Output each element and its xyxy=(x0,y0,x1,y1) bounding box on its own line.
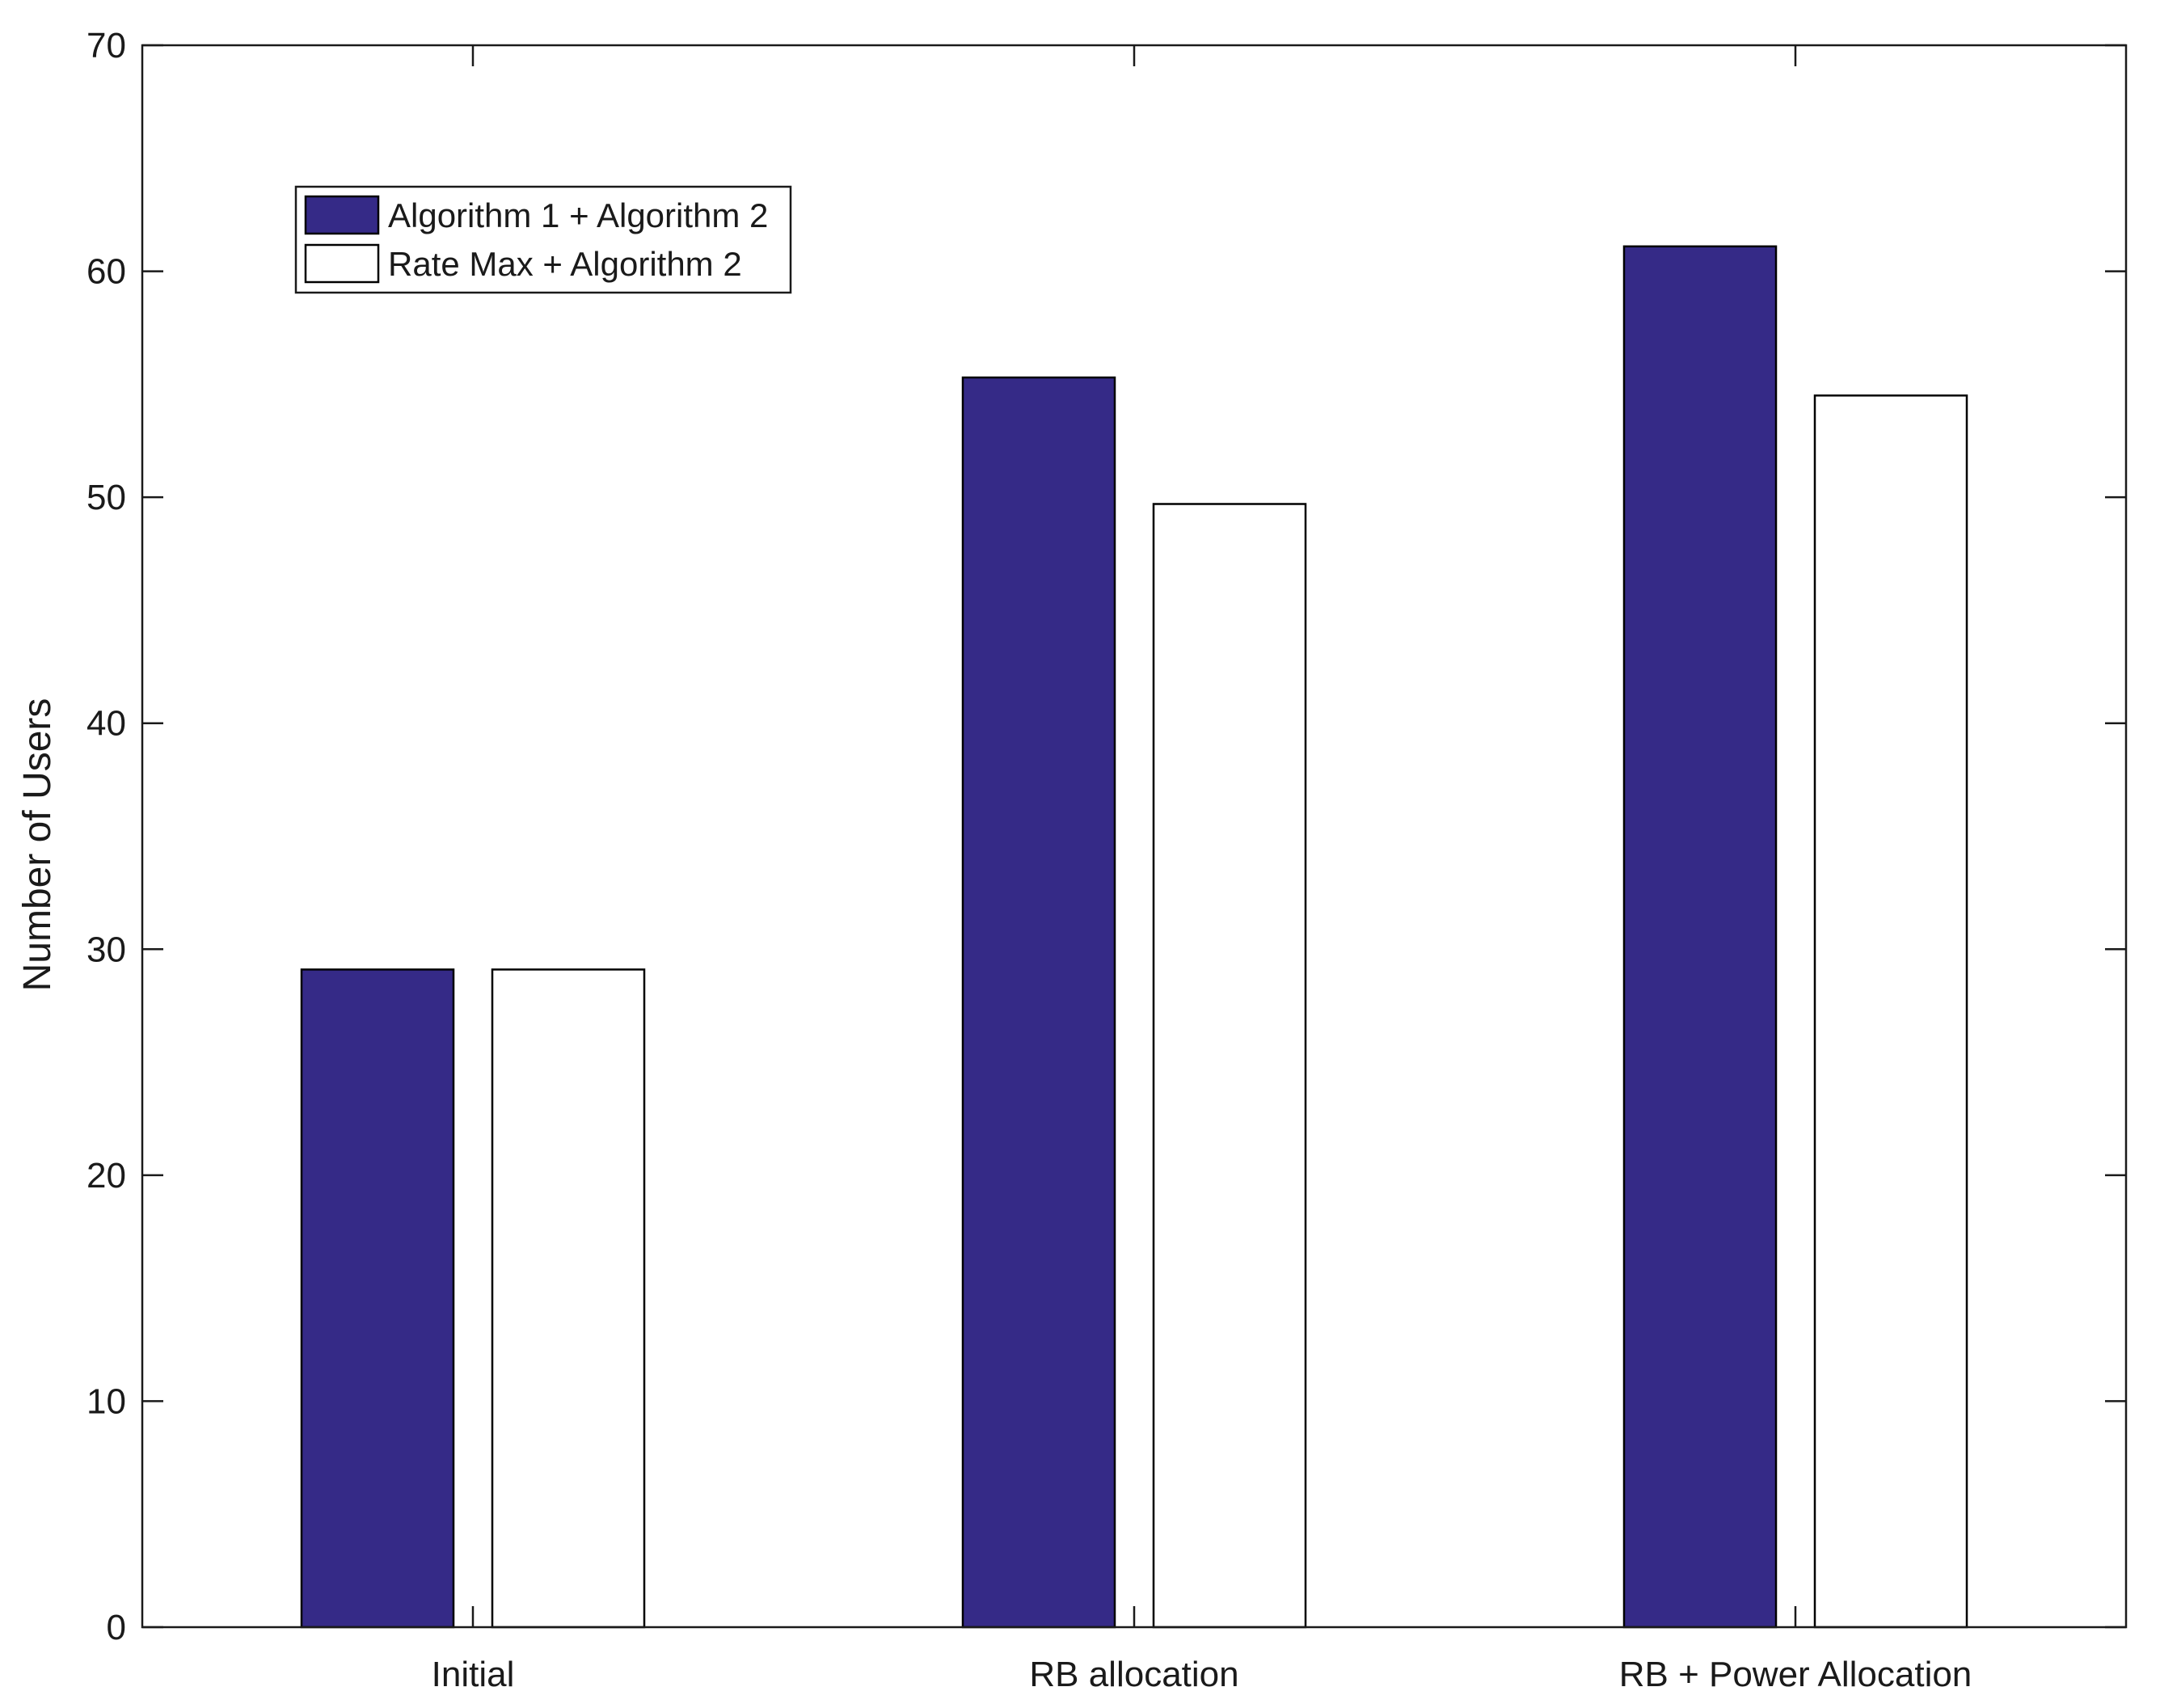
y-tick-label: 20 xyxy=(86,1156,126,1196)
legend-swatch-1 xyxy=(304,195,380,235)
y-tick-label: 50 xyxy=(86,478,126,517)
legend-label-1: Algorithm 1 + Algorithm 2 xyxy=(388,196,768,234)
y-tick-label: 70 xyxy=(86,26,126,65)
y-tick-label: 60 xyxy=(86,252,126,292)
bar-series-1-3 xyxy=(1622,245,1778,1629)
y-tick-label: 40 xyxy=(86,704,126,744)
y-tick-label: 10 xyxy=(86,1381,126,1421)
y-axis-title: Number of Users xyxy=(16,698,59,992)
x-tick-label: RB + Power Allocation xyxy=(1619,1655,1972,1694)
y-tick-label: 30 xyxy=(86,930,126,969)
legend-label-2: Rate Max + Algorithm 2 xyxy=(388,245,742,283)
x-tick-label: Initial xyxy=(432,1655,515,1694)
bar-series-2-1 xyxy=(491,968,646,1629)
legend: Algorithm 1 + Algorithm 2 Rate Max + Algo… xyxy=(294,185,792,294)
bar-series-1-2 xyxy=(961,376,1116,1629)
legend-swatch-2 xyxy=(304,243,380,284)
x-tick-label: RB allocation xyxy=(1029,1655,1238,1694)
plot-area xyxy=(141,44,2128,1629)
bar-series-2-3 xyxy=(1813,394,1968,1629)
x-axis: Initial RB allocation RB + Power Allocatio… xyxy=(432,45,1972,1694)
bar-series-2-2 xyxy=(1152,503,1307,1629)
y-axis: 0 10 20 30 40 50 60 70 xyxy=(86,26,2126,1647)
bar-series-1-1 xyxy=(300,968,455,1629)
y-tick-label: 0 xyxy=(107,1608,126,1647)
